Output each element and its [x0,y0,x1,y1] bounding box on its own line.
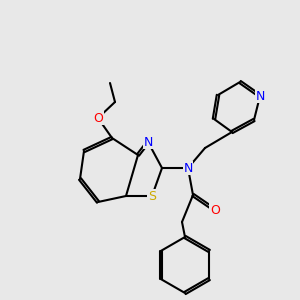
Text: N: N [183,161,193,175]
Text: O: O [210,203,220,217]
Text: O: O [93,112,103,124]
Text: S: S [148,190,156,202]
Text: N: N [143,136,153,148]
Text: N: N [255,89,265,103]
